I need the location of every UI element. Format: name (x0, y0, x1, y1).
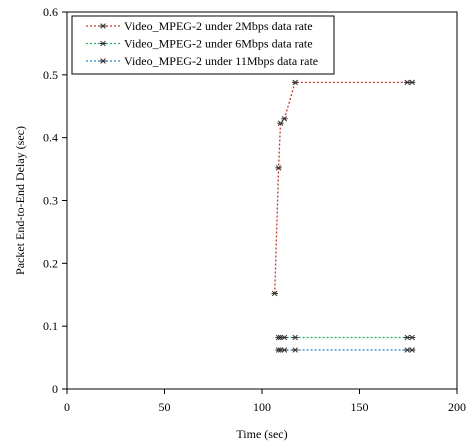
x-tick-label: 200 (448, 400, 466, 414)
data-point (291, 334, 299, 341)
data-point (291, 79, 299, 86)
x-tick-label: 50 (159, 400, 171, 414)
x-axis-title: Time (sec) (236, 427, 287, 441)
series-line (274, 81, 413, 294)
data-point (271, 290, 278, 297)
legend-label: Video_MPEG-2 under 11Mbps data rate (124, 54, 318, 68)
data-point (281, 116, 288, 122)
y-tick-label: 0.6 (43, 5, 58, 19)
y-tick-label: 0.2 (43, 256, 58, 270)
y-tick-label: 0.4 (43, 131, 58, 145)
x-tick-label: 0 (64, 400, 70, 414)
series-1 (271, 79, 416, 297)
series-3 (275, 347, 416, 353)
legend-label: Video_MPEG-2 under 6Mbps data rate (124, 37, 313, 51)
legend: Video_MPEG-2 under 2Mbps data rate Video_… (71, 15, 335, 75)
y-axis-ticks: 0 0.1 0.2 0.3 0.4 0.5 0.6 (43, 5, 67, 396)
data-point (281, 334, 288, 341)
y-tick-label: 0 (52, 382, 58, 396)
y-tick-label: 0.5 (43, 68, 58, 82)
data-point (281, 347, 288, 353)
legend-marker (99, 58, 107, 64)
x-axis-ticks: 0 50 100 150 200 (64, 389, 466, 414)
y-tick-label: 0.1 (43, 319, 58, 333)
series-2 (275, 334, 416, 341)
data-point (408, 79, 416, 86)
legend-entry: Video_MPEG-2 under 2Mbps data rate (86, 19, 313, 33)
legend-label: Video_MPEG-2 under 2Mbps data rate (124, 19, 313, 33)
data-point (291, 347, 299, 353)
series-layer (271, 79, 416, 353)
y-tick-label: 0.3 (43, 194, 58, 208)
data-point (277, 120, 284, 126)
legend-entry: Video_MPEG-2 under 11Mbps data rate (86, 54, 318, 68)
x-tick-label: 150 (351, 400, 369, 414)
data-point (408, 334, 416, 341)
x-tick-label: 100 (253, 400, 271, 414)
legend-marker (99, 40, 107, 47)
data-point (408, 347, 416, 353)
y-axis-title: Packet End-to-End Delay (sec) (13, 126, 27, 275)
legend-entry: Video_MPEG-2 under 6Mbps data rate (86, 37, 313, 51)
legend-marker (99, 23, 107, 29)
data-point (275, 165, 282, 171)
